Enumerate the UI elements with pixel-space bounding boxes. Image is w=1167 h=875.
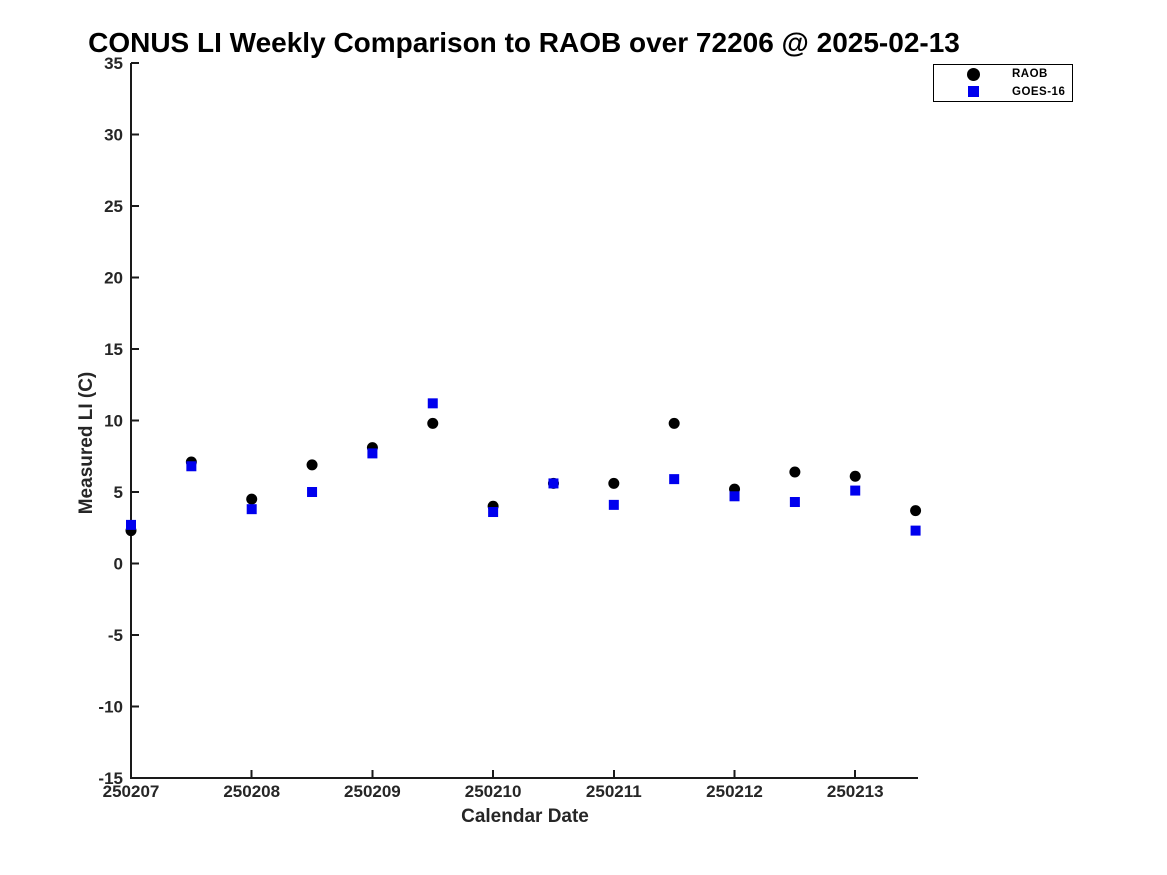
raob-marker	[608, 477, 620, 489]
raob-marker	[849, 470, 861, 482]
y-tick-label: 10	[104, 412, 123, 431]
x-tick-label: 250209	[344, 782, 401, 801]
goes16-marker	[729, 491, 740, 502]
x-tick-label: 250210	[465, 782, 522, 801]
goes16-marker	[608, 499, 619, 510]
y-axis-label: Measured LI (C)	[76, 371, 97, 515]
legend-marker-cell	[934, 86, 1012, 98]
goes16-marker	[186, 461, 197, 472]
goes16-square-marker-icon	[967, 86, 979, 98]
goes16-marker	[669, 474, 680, 485]
y-tick-label: 35	[104, 54, 123, 73]
goes16-marker	[548, 478, 559, 489]
x-tick-label: 250208	[223, 782, 280, 801]
goes16-marker	[850, 485, 861, 496]
y-tick-label: -5	[108, 626, 123, 645]
y-tick-label: 30	[104, 126, 123, 145]
raob-marker	[910, 505, 922, 517]
raob-marker	[427, 417, 439, 429]
y-tick-label: 15	[104, 340, 123, 359]
legend-item-goes16: GOES-16	[934, 84, 1072, 100]
x-tick-label: 250212	[706, 782, 763, 801]
x-axis-label: Calendar Date	[461, 806, 589, 827]
raob-marker	[246, 493, 258, 505]
raob-marker	[789, 466, 801, 478]
raob-marker	[306, 459, 318, 471]
legend-marker-cell	[934, 67, 1012, 81]
goes16-marker	[488, 507, 499, 518]
goes16-marker	[126, 519, 136, 530]
y-tick-label: 5	[114, 483, 123, 502]
x-tick-label: 250213	[827, 782, 884, 801]
y-tick-label: 0	[114, 555, 123, 574]
goes16-marker	[246, 504, 257, 515]
chart-title: CONUS LI Weekly Comparison to RAOB over …	[88, 27, 960, 58]
y-tick-label: -15	[98, 769, 123, 788]
x-tick-label: 250211	[586, 782, 642, 801]
x-tick-label: 250207	[103, 782, 160, 801]
goes16-marker	[367, 448, 378, 459]
legend: RAOB GOES-16	[933, 64, 1073, 102]
goes16-marker	[307, 487, 318, 497]
legend-label-raob: RAOB	[1012, 68, 1048, 81]
legend-item-raob: RAOB	[934, 66, 1072, 82]
raob-circle-marker-icon	[966, 67, 980, 81]
y-tick-label: -10	[98, 698, 123, 717]
goes16-marker	[427, 398, 438, 409]
y-tick-label: 25	[104, 197, 123, 216]
legend-label-goes16: GOES-16	[1012, 85, 1066, 98]
raob-marker	[668, 417, 680, 429]
goes16-marker	[789, 497, 800, 508]
goes16-marker	[910, 525, 921, 536]
y-tick-label: 20	[104, 269, 123, 288]
